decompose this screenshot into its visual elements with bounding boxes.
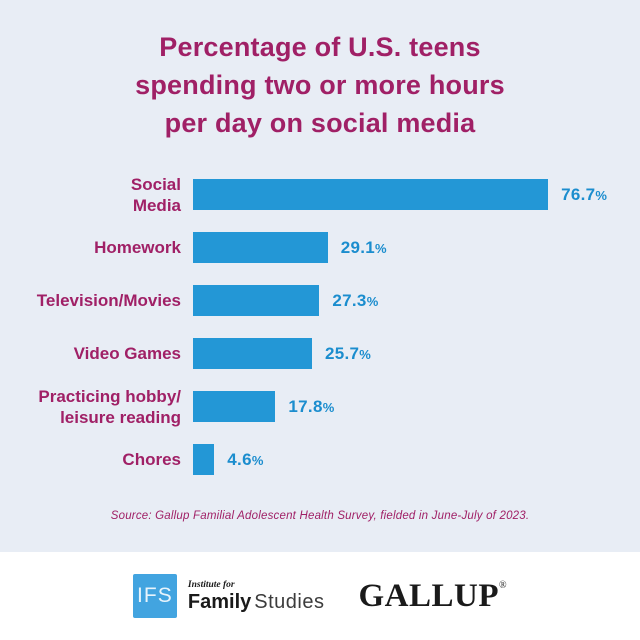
- ifs-family: Family: [187, 590, 252, 613]
- bar-track: 25.7%: [193, 338, 640, 369]
- category-label: Practicing hobby/ leisure reading: [38, 386, 181, 427]
- ifs-abbr: IFS: [137, 584, 173, 607]
- bar-row: Practicing hobby/ leisure reading 17.8%: [0, 380, 640, 433]
- ifs-logo: IFS Institute for Family Studies: [132, 574, 325, 618]
- registered-trademark-icon: ®: [498, 579, 508, 591]
- bar-track: 76.7%: [193, 179, 640, 210]
- source-note: Source: Gallup Familial Adolescent Healt…: [110, 510, 530, 522]
- ifs-logo-icon: IFS: [132, 574, 177, 618]
- bar-row: Television/Movies 27.3%: [0, 274, 640, 327]
- category-label: Social Media: [130, 174, 181, 215]
- value-label: 29.1%: [340, 237, 387, 257]
- bar-track: 29.1%: [193, 232, 640, 263]
- bar-track: 27.3%: [193, 285, 640, 316]
- footer: IFS Institute for Family Studies GALLUP®: [0, 552, 640, 640]
- value-label: 17.8%: [288, 396, 335, 416]
- gallup-wordmark: GALLUP: [358, 577, 499, 614]
- ifs-studies: Studies: [254, 590, 325, 613]
- value-label: 25.7%: [324, 343, 372, 363]
- chart-title: Percentage of U.S. teens spending two or…: [135, 32, 505, 138]
- infographic-panel: Percentage of U.S. teens spending two or…: [0, 0, 640, 552]
- bar-row: Video Games 25.7%: [0, 327, 640, 380]
- bar-track: 4.6%: [193, 444, 640, 475]
- bar: [193, 179, 549, 210]
- bar: [193, 444, 215, 475]
- bar: [193, 232, 328, 263]
- category-label: Homework: [94, 238, 181, 257]
- bar-row: Homework 29.1%: [0, 221, 640, 274]
- category-label: Television/Movies: [36, 291, 181, 310]
- bar-track: 17.8%: [193, 391, 640, 422]
- bar-row: Chores 4.6%: [0, 433, 640, 486]
- ifs-logo-text: Institute for Family Studies: [188, 580, 325, 613]
- bar: [193, 338, 312, 369]
- category-label: Video Games: [73, 344, 181, 363]
- bar: [193, 391, 276, 422]
- bar-row: Social Media 76.7%: [0, 168, 640, 221]
- bar: [193, 285, 320, 316]
- category-label: Chores: [122, 450, 181, 469]
- ifs-family-studies: Family Studies: [188, 591, 325, 613]
- value-label: 27.3%: [332, 290, 379, 310]
- gallup-logo: GALLUP®: [358, 578, 507, 615]
- value-label: 4.6%: [227, 449, 264, 469]
- value-label: 76.7%: [561, 184, 608, 204]
- bar-chart: Social Media 76.7% Homework 29.1% Television…: [0, 168, 640, 486]
- ifs-institute-for: Institute for: [187, 579, 235, 590]
